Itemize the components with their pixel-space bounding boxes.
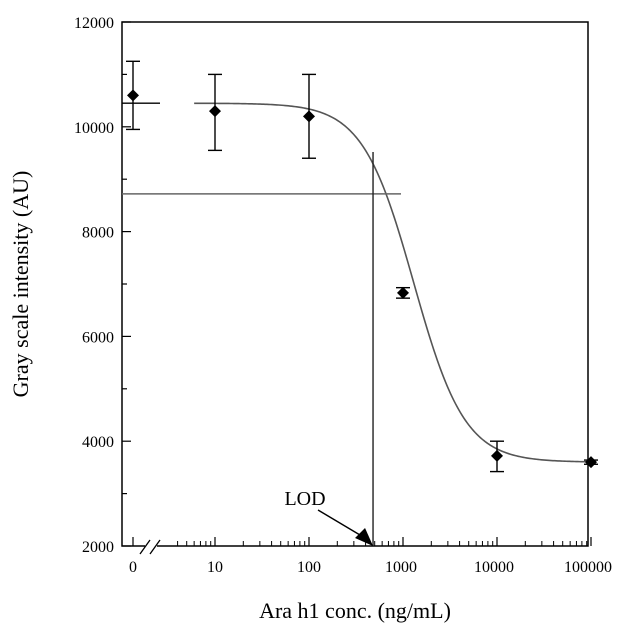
y-tick-label: 6000 [82,329,114,346]
data-points [127,89,597,469]
data-point [491,449,503,462]
x-tick-label: 10 [207,559,223,576]
y-axis-title: Gray scale intensity (AU) [8,171,33,398]
lod-guide-layer [122,152,401,546]
lod-label: LOD [284,488,325,510]
x-tick-label: 1000 [385,559,417,576]
y-tick-label: 12000 [74,15,114,32]
axis-break-slash [139,539,151,555]
lod-arrow-head [355,528,374,546]
x-tick-label: 10000 [474,559,514,576]
x-axis-ticks: 0 10 100 1000 10000 100000 [129,537,612,576]
fit-curve [194,102,592,463]
x-tick-label: 100000 [564,559,612,576]
y-tick-label: 10000 [74,120,114,137]
data-point [209,105,221,118]
axis-break-slash [149,539,161,555]
y-tick-label: 8000 [82,225,114,242]
annotation-layer: LOD [284,488,374,546]
x-axis-break [139,539,161,555]
data-point [585,456,597,469]
y-tick-label: 2000 [82,539,114,556]
error-bars [126,60,598,473]
data-point [127,89,139,102]
plot-frame [121,21,589,547]
data-point [303,110,315,123]
x-axis-title: Ara h1 conc. (ng/mL) [259,598,451,623]
x-tick-label: 0 [129,559,137,576]
fit-curve-layer [122,102,592,463]
lod-arrow-shaft [317,509,366,539]
y-axis-ticks: 2000 4000 6000 8000 10000 12000 [74,15,131,556]
y-tick-label: 4000 [82,434,114,451]
x-tick-label: 100 [297,559,321,576]
data-point [397,286,409,299]
axis-break-gap [145,542,157,550]
